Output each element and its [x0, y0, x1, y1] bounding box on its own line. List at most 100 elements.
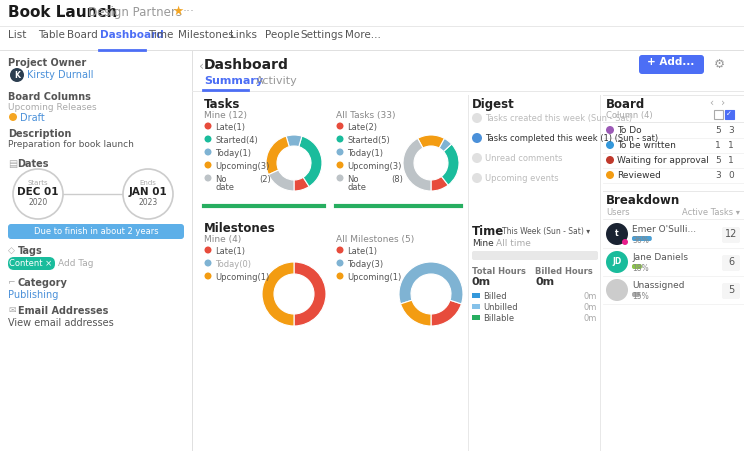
Text: Late(1): Late(1): [215, 247, 245, 256]
Text: Upcoming(1): Upcoming(1): [347, 273, 401, 282]
Circle shape: [606, 141, 614, 149]
Circle shape: [10, 68, 24, 82]
Wedge shape: [431, 176, 448, 191]
Text: Dates: Dates: [17, 159, 48, 169]
Bar: [472, 293, 480, 298]
Text: Board: Board: [67, 30, 97, 40]
Bar: [725, 110, 734, 119]
Text: Late(1): Late(1): [347, 247, 377, 256]
Text: 0m: 0m: [583, 292, 597, 301]
Text: Due to finish in about 2 years: Due to finish in about 2 years: [33, 227, 158, 236]
Wedge shape: [269, 170, 294, 191]
Text: date: date: [347, 183, 366, 192]
Text: 15%: 15%: [632, 292, 649, 301]
Text: ›: ›: [721, 98, 725, 108]
Text: Upcoming(3): Upcoming(3): [347, 162, 401, 171]
Text: ···: ···: [183, 5, 195, 18]
Text: Book Launch: Book Launch: [8, 5, 118, 20]
Text: Preparation for book launch: Preparation for book launch: [8, 140, 134, 149]
Circle shape: [606, 251, 628, 273]
FancyBboxPatch shape: [722, 227, 740, 243]
Text: JD: JD: [612, 257, 622, 266]
FancyBboxPatch shape: [632, 292, 641, 297]
Text: Mine (12): Mine (12): [204, 111, 247, 120]
Wedge shape: [400, 300, 431, 326]
Wedge shape: [294, 177, 310, 191]
Bar: [0, 26, 744, 50]
Text: All Milestones (5): All Milestones (5): [336, 235, 414, 244]
Text: Content ×: Content ×: [10, 259, 53, 268]
Text: Breakdown: Breakdown: [606, 194, 680, 207]
Text: 36%: 36%: [632, 236, 649, 245]
Text: 5: 5: [728, 285, 734, 295]
Text: Kirsty Durnall: Kirsty Durnall: [27, 70, 94, 80]
Text: 5: 5: [715, 156, 721, 165]
Circle shape: [336, 175, 344, 181]
Text: Board Columns: Board Columns: [8, 92, 91, 102]
Text: Summary: Summary: [204, 76, 263, 86]
Wedge shape: [403, 138, 431, 191]
Text: Upcoming(3): Upcoming(3): [215, 162, 269, 171]
Text: Tags: Tags: [18, 246, 42, 256]
Text: Email Addresses: Email Addresses: [18, 306, 109, 316]
Circle shape: [9, 113, 17, 121]
Circle shape: [336, 272, 344, 280]
Text: Settings: Settings: [300, 30, 343, 40]
FancyBboxPatch shape: [722, 283, 740, 299]
Text: Today(0): Today(0): [215, 260, 251, 269]
Wedge shape: [262, 262, 294, 326]
Text: 1: 1: [728, 141, 734, 150]
Text: Today(3): Today(3): [347, 260, 383, 269]
Text: Started(4): Started(4): [215, 136, 257, 145]
Text: 1: 1: [728, 156, 734, 165]
Wedge shape: [299, 136, 322, 187]
Text: Started(5): Started(5): [347, 136, 390, 145]
Circle shape: [472, 113, 482, 123]
FancyBboxPatch shape: [8, 224, 184, 239]
Text: Mine: Mine: [472, 239, 494, 248]
Wedge shape: [431, 300, 461, 326]
Circle shape: [336, 247, 344, 253]
Text: No: No: [215, 175, 226, 184]
Text: All time: All time: [496, 239, 531, 248]
Circle shape: [205, 148, 211, 156]
Text: (8): (8): [391, 175, 403, 184]
Text: To Do: To Do: [617, 126, 641, 135]
Text: Emer O'Sulli...: Emer O'Sulli...: [632, 225, 696, 234]
Circle shape: [123, 169, 173, 219]
Text: Late(1): Late(1): [215, 123, 245, 132]
Text: Column (4): Column (4): [606, 111, 652, 120]
Text: 0m: 0m: [472, 277, 491, 287]
Circle shape: [205, 272, 211, 280]
Text: date: date: [215, 183, 234, 192]
Text: List: List: [8, 30, 26, 40]
Wedge shape: [294, 262, 326, 326]
Text: Add Tag: Add Tag: [58, 259, 94, 268]
Circle shape: [205, 123, 211, 129]
Circle shape: [205, 135, 211, 143]
Text: People: People: [265, 30, 300, 40]
Text: Activity: Activity: [256, 76, 298, 86]
Circle shape: [336, 259, 344, 267]
Text: (2): (2): [259, 175, 271, 184]
Text: 0m: 0m: [583, 303, 597, 312]
Bar: [472, 315, 480, 320]
Text: Unassigned: Unassigned: [632, 281, 684, 290]
Text: 18%: 18%: [632, 264, 649, 273]
Text: Today(1): Today(1): [347, 149, 383, 158]
Text: Board: Board: [606, 98, 645, 111]
Circle shape: [336, 123, 344, 129]
Circle shape: [606, 223, 628, 245]
Text: ✓: ✓: [726, 111, 732, 117]
Circle shape: [336, 148, 344, 156]
Text: Time: Time: [472, 225, 504, 238]
Text: 12: 12: [725, 229, 737, 239]
Text: Jane Daniels: Jane Daniels: [632, 253, 688, 262]
Text: Dashboard: Dashboard: [204, 58, 289, 72]
Circle shape: [606, 156, 614, 164]
Text: K: K: [14, 71, 20, 80]
Text: Today(1): Today(1): [215, 149, 251, 158]
Bar: [714, 110, 723, 119]
Text: 0m: 0m: [535, 277, 554, 287]
Text: Active Tasks ▾: Active Tasks ▾: [682, 208, 740, 217]
